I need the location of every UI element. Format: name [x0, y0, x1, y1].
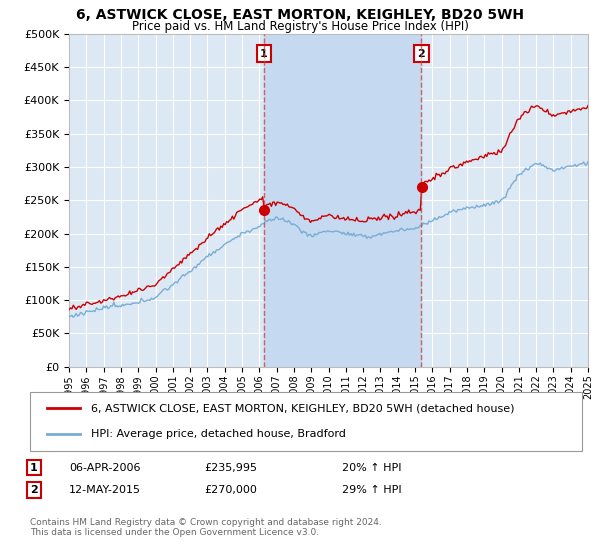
Text: Price paid vs. HM Land Registry's House Price Index (HPI): Price paid vs. HM Land Registry's House … — [131, 20, 469, 32]
Text: 1: 1 — [30, 463, 38, 473]
Text: 29% ↑ HPI: 29% ↑ HPI — [342, 485, 401, 495]
FancyBboxPatch shape — [30, 392, 582, 451]
Text: Contains HM Land Registry data © Crown copyright and database right 2024.
This d: Contains HM Land Registry data © Crown c… — [30, 518, 382, 538]
Text: HPI: Average price, detached house, Bradford: HPI: Average price, detached house, Brad… — [91, 430, 346, 440]
Bar — [264, 34, 421, 367]
Text: 6, ASTWICK CLOSE, EAST MORTON, KEIGHLEY, BD20 5WH (detached house): 6, ASTWICK CLOSE, EAST MORTON, KEIGHLEY,… — [91, 403, 514, 413]
Text: £235,995: £235,995 — [204, 463, 257, 473]
Text: 1: 1 — [260, 49, 268, 59]
Text: 2: 2 — [30, 485, 38, 495]
Text: 20% ↑ HPI: 20% ↑ HPI — [342, 463, 401, 473]
Text: 6, ASTWICK CLOSE, EAST MORTON, KEIGHLEY, BD20 5WH: 6, ASTWICK CLOSE, EAST MORTON, KEIGHLEY,… — [76, 8, 524, 22]
Text: 2: 2 — [418, 49, 425, 59]
Text: 06-APR-2006: 06-APR-2006 — [69, 463, 140, 473]
Text: £270,000: £270,000 — [204, 485, 257, 495]
Text: 12-MAY-2015: 12-MAY-2015 — [69, 485, 141, 495]
